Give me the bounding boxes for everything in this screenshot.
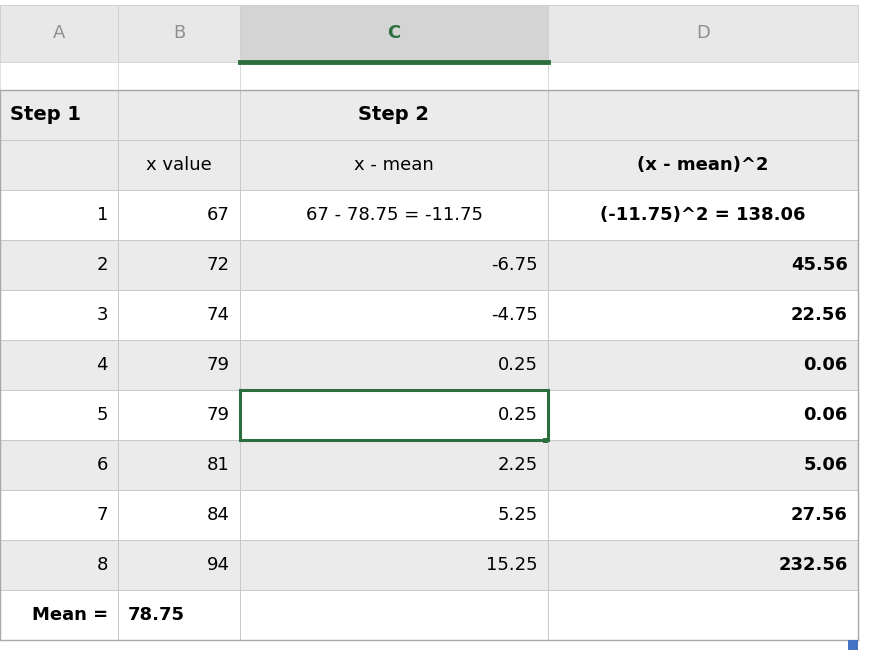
Text: 2: 2 [96,256,108,274]
Text: 72: 72 [207,256,230,274]
Text: 67: 67 [207,206,230,224]
Text: 79: 79 [207,406,230,424]
Bar [0,140,118,190]
Bar [118,290,240,340]
Bar [548,540,858,590]
Bar [240,590,548,640]
Text: 0.25: 0.25 [498,406,538,424]
Bar [0,5,118,62]
Text: Mean =: Mean = [32,606,108,624]
Bar [118,240,240,290]
Text: 94: 94 [207,556,230,574]
Bar [118,440,240,490]
Bar [543,438,548,443]
Text: -6.75: -6.75 [491,256,538,274]
Text: 232.56: 232.56 [779,556,848,574]
Bar [548,340,858,390]
Text: 3: 3 [96,306,108,324]
Text: 0.06: 0.06 [803,356,848,374]
Bar [548,140,858,190]
Text: 2.25: 2.25 [498,456,538,474]
Text: 5.06: 5.06 [803,456,848,474]
Text: 74: 74 [207,306,230,324]
Bar [118,540,240,590]
Text: 1: 1 [96,206,108,224]
Text: Step 2: Step 2 [358,106,429,124]
Bar [240,140,548,190]
Text: 84: 84 [207,506,230,524]
Bar [240,390,548,440]
Bar [118,590,240,640]
Bar [548,5,858,62]
Text: 0.06: 0.06 [803,406,848,424]
Text: 15.25: 15.25 [486,556,538,574]
Text: (x - mean)^2: (x - mean)^2 [637,156,769,174]
Text: 5.25: 5.25 [498,506,538,524]
Bar [240,440,548,490]
Text: 0.25: 0.25 [498,356,538,374]
Text: x - mean: x - mean [354,156,434,174]
Bar [548,290,858,340]
Text: 78.75: 78.75 [128,606,185,624]
Text: x value: x value [146,156,212,174]
Bar [118,340,240,390]
Bar [0,62,118,90]
Text: 4: 4 [96,356,108,374]
Bar [118,90,240,140]
Bar [0,340,118,390]
Bar [240,5,548,62]
Bar [240,62,548,90]
Bar [118,190,240,240]
Text: 8: 8 [96,556,108,574]
Text: 22.56: 22.56 [791,306,848,324]
Bar [118,140,240,190]
Text: A: A [53,24,65,43]
Text: 7: 7 [96,506,108,524]
Bar [548,90,858,140]
Text: B: B [173,24,185,43]
Bar [240,290,548,340]
Bar [0,440,118,490]
Text: 6: 6 [96,456,108,474]
Text: 45.56: 45.56 [791,256,848,274]
Bar [0,590,118,640]
Bar [240,90,548,140]
Bar [548,440,858,490]
Bar [0,540,118,590]
Bar [0,190,118,240]
Bar [548,390,858,440]
Bar [548,190,858,240]
Text: Step 1: Step 1 [10,106,81,124]
Bar [848,640,858,650]
Bar [0,90,118,140]
Bar [240,540,548,590]
Bar [240,490,548,540]
Bar [118,5,240,62]
Text: D: D [696,24,710,43]
Text: 79: 79 [207,356,230,374]
Bar [548,490,858,540]
Bar [0,290,118,340]
Bar [240,340,548,390]
Bar [0,240,118,290]
Bar [118,62,240,90]
Bar [118,390,240,440]
Text: (-11.75)^2 = 138.06: (-11.75)^2 = 138.06 [600,206,806,224]
Bar [240,240,548,290]
Text: 67 - 78.75 = -11.75: 67 - 78.75 = -11.75 [306,206,483,224]
Bar [548,590,858,640]
Text: 5: 5 [96,406,108,424]
Bar [118,490,240,540]
Bar [548,240,858,290]
Text: -4.75: -4.75 [491,306,538,324]
Text: 81: 81 [208,456,230,474]
Bar [548,62,858,90]
Bar [240,190,548,240]
Bar [0,390,118,440]
Text: 27.56: 27.56 [791,506,848,524]
Bar [0,490,118,540]
Text: C: C [387,24,400,43]
